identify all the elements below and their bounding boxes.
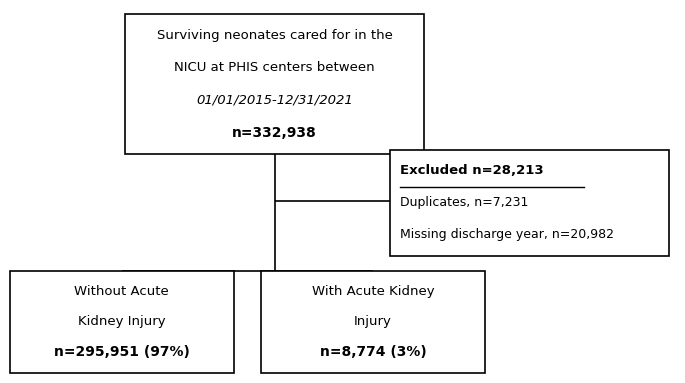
Text: Without Acute: Without Acute xyxy=(74,285,169,298)
Text: Surviving neonates cared for in the: Surviving neonates cared for in the xyxy=(157,29,393,42)
Text: Duplicates, n=7,231: Duplicates, n=7,231 xyxy=(400,196,529,210)
FancyBboxPatch shape xyxy=(390,150,669,256)
Text: Kidney Injury: Kidney Injury xyxy=(78,315,166,328)
Text: n=8,774 (3%): n=8,774 (3%) xyxy=(320,345,427,359)
Text: 01/01/2015-12/31/2021: 01/01/2015-12/31/2021 xyxy=(196,94,353,106)
Text: Missing discharge year, n=20,982: Missing discharge year, n=20,982 xyxy=(400,228,614,241)
Text: n=332,938: n=332,938 xyxy=(232,126,317,140)
FancyBboxPatch shape xyxy=(125,14,424,154)
Text: NICU at PHIS centers between: NICU at PHIS centers between xyxy=(174,61,375,74)
Text: With Acute Kidney: With Acute Kidney xyxy=(312,285,434,298)
Text: Excluded n=28,213: Excluded n=28,213 xyxy=(400,164,544,177)
FancyBboxPatch shape xyxy=(261,271,485,373)
Text: Injury: Injury xyxy=(354,315,392,328)
Text: n=295,951 (97%): n=295,951 (97%) xyxy=(53,345,190,359)
FancyBboxPatch shape xyxy=(10,271,234,373)
